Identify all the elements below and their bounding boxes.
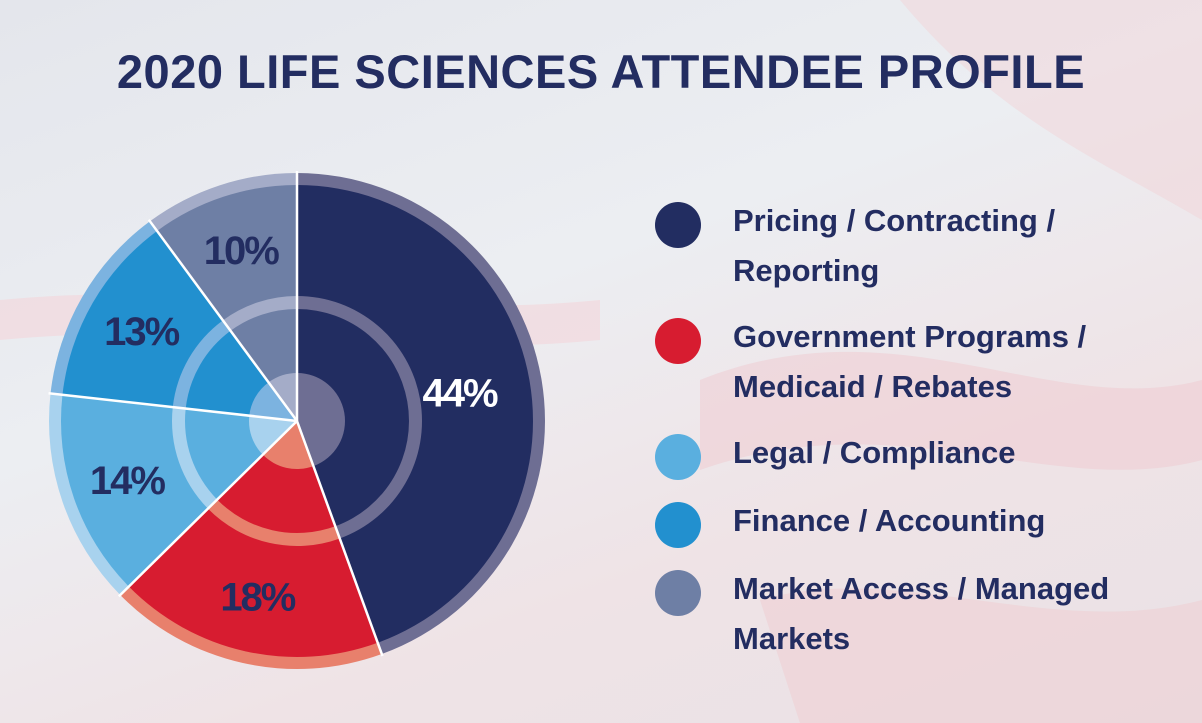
slice-value-label: 10% [204, 229, 279, 273]
slice-divider [147, 218, 299, 422]
slice-value-label: 13% [104, 310, 179, 354]
legend-swatch [655, 318, 701, 364]
slice-divider [295, 420, 384, 657]
legend-label: Government Programs / Medicaid / Rebates [733, 319, 1087, 404]
pie-slice-inner-ring [222, 296, 297, 331]
legend-label: Legal / Compliance [733, 435, 1016, 470]
legend-label: Pricing / Contracting / Reporting [733, 203, 1056, 288]
slice-value-label: 44% [422, 371, 497, 415]
pie-slice-center [297, 373, 346, 467]
chart-title: 2020 LIFE SCIENCES ATTENDEE PROFILE [116, 45, 1086, 98]
pie-slice-center [268, 373, 297, 421]
pie-slice-center [249, 382, 297, 421]
legend: Pricing / Contracting / Reporting Governm… [655, 196, 1195, 680]
legend-swatch [655, 434, 701, 480]
slice-divider [48, 392, 298, 423]
pie-slice [62, 230, 298, 421]
pie-slice-center [249, 415, 297, 455]
legend-item: Finance / Accounting [655, 496, 1195, 548]
legend-swatch [655, 502, 701, 548]
legend-label: Market Access / Managed Markets [733, 571, 1110, 656]
pie-slice-inner-ring [207, 499, 340, 546]
legend-item: Legal / Compliance [655, 428, 1195, 480]
pie-slice-inner-ring [297, 296, 422, 539]
legend-swatch [655, 202, 701, 248]
legend-item: Pricing / Contracting / Reporting [655, 196, 1195, 296]
pie-slice-inner-ring [172, 320, 231, 409]
legend-item: Market Access / Managed Markets [655, 564, 1195, 664]
pie-slice [128, 421, 378, 657]
legend-label: Finance / Accounting [733, 503, 1046, 538]
legend-item: Government Programs / Medicaid / Rebates [655, 312, 1195, 412]
slice-value-label: 14% [90, 459, 165, 503]
slice-value-label: 18% [220, 576, 295, 620]
legend-swatch [655, 570, 701, 616]
slice-divider [117, 420, 298, 598]
pie-slice [61, 394, 297, 587]
pie-chart: 44% 18% 14% 13% 10% [48, 171, 545, 669]
pie-slice [157, 185, 297, 421]
pie-slice-inner-ring [171, 407, 218, 509]
